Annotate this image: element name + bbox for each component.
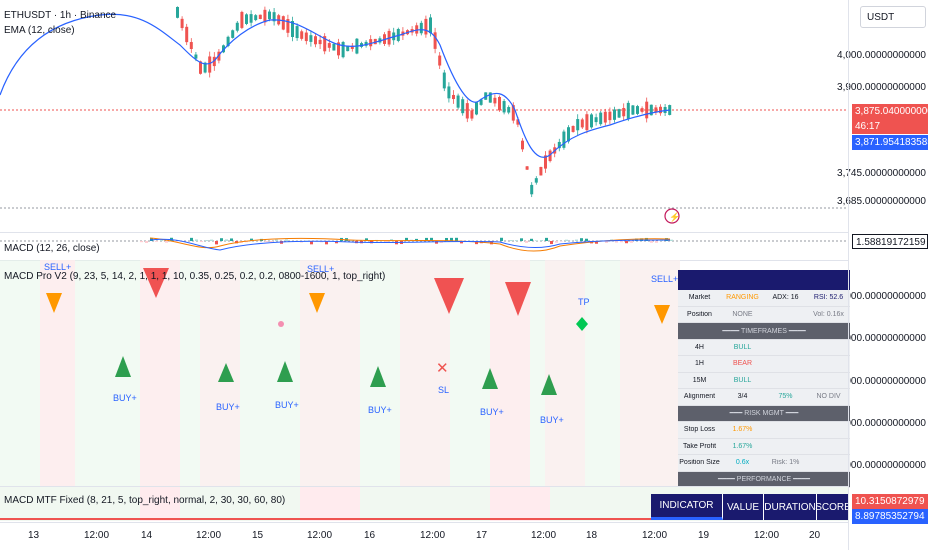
time-axis-label: 12:00 xyxy=(754,530,780,541)
risk-header: ━━━ RISK MGMT ━━━ xyxy=(678,405,850,422)
time-axis-label: 19 xyxy=(698,530,710,541)
buy-label: BUY+ xyxy=(540,415,564,425)
dashboard-header xyxy=(678,270,850,290)
macd-value-tag: 1.58819172159 xyxy=(852,234,928,249)
svg-text:✕: ✕ xyxy=(436,360,449,377)
pro-tick: 3,000.00000000000 xyxy=(837,376,926,387)
buy-label: BUY+ xyxy=(113,393,137,403)
time-axis-label: 12:00 xyxy=(196,530,222,541)
dashboard-row: 15M BULL xyxy=(678,372,850,389)
time-axis-label: 12:00 xyxy=(531,530,557,541)
pro-tick: 2,000.00000000000 xyxy=(837,418,926,429)
buy-label: BUY+ xyxy=(275,400,299,410)
dashboard-row: 1H BEAR xyxy=(678,356,850,373)
sell-label: SELL+ xyxy=(651,274,679,284)
price-axis-border xyxy=(848,0,849,550)
buy-label: BUY+ xyxy=(368,405,392,415)
buy-label: BUY+ xyxy=(216,402,240,412)
time-axis-label: 20 xyxy=(809,530,821,541)
dashboard-table: Market RANGING ADX: 16 RSI: 52.6 Positio… xyxy=(678,290,850,488)
time-axis-label: 18 xyxy=(586,530,598,541)
price-tick: 4,000.00000000000 xyxy=(837,50,926,61)
mtf-header-score: SCORE xyxy=(815,494,851,520)
sell-label: SELL+ xyxy=(307,264,335,274)
time-axis-label: 12:00 xyxy=(84,530,110,541)
mtf-header-duration: DURATION xyxy=(764,494,817,520)
pane-divider[interactable] xyxy=(0,486,848,487)
timeframes-header: ━━━━ TIMEFRAMES ━━━━ xyxy=(678,323,850,340)
mtf-header-indicator: INDICATOR xyxy=(651,494,723,520)
take-profit-label: TP xyxy=(578,297,590,307)
mtf-header-value: VALUE xyxy=(723,494,764,520)
last-price-tag: 3,875.04000000000 xyxy=(852,104,932,119)
ema-legend[interactable]: EMA (12, close) xyxy=(4,25,75,36)
sell-label: SELL+ xyxy=(44,262,72,272)
dashboard-row: Stop Loss 1.67% xyxy=(678,422,850,439)
symbol-title[interactable]: ETHUSDT · 1h · Binance xyxy=(4,10,117,21)
dashboard-row: Market RANGING ADX: 16 RSI: 52.6 xyxy=(678,290,850,307)
time-axis-label: 14 xyxy=(141,530,153,541)
macd-mtf-legend[interactable]: MACD MTF Fixed (8, 21, 5, top_right, nor… xyxy=(4,495,286,506)
pro-tick: 1,000.00000000000 xyxy=(837,460,926,471)
currency-box[interactable]: USDT xyxy=(860,6,926,28)
price-tick: 3,685.00000000000 xyxy=(837,196,926,207)
macd-pro-legend[interactable]: MACD Pro V2 (9, 23, 5, 14, 2, 1, 1, 1, 1… xyxy=(4,271,386,282)
dashboard-row: Position NONE Vol: 0.16x xyxy=(678,306,850,323)
time-axis-label: 12:00 xyxy=(642,530,668,541)
pro-tick: 4,000.00000000000 xyxy=(837,333,926,344)
time-axis-label: 15 xyxy=(252,530,264,541)
pane-divider[interactable] xyxy=(0,232,848,233)
time-axis-label: 12:00 xyxy=(420,530,446,541)
time-axis-label: 12:00 xyxy=(307,530,333,541)
price-tick: 3,900.00000000000 xyxy=(837,82,926,93)
buy-label: BUY+ xyxy=(480,407,504,417)
macd-chart[interactable] xyxy=(0,232,848,256)
pro-tick: 5,000.00000000000 xyxy=(837,291,926,302)
dashboard-row: Position Size 0.6x Risk: 1% xyxy=(678,455,850,472)
dashboard-row: Alignment 3/4 75% NO DIV xyxy=(678,389,850,406)
dashboard-row: 4H BULL xyxy=(678,339,850,356)
mtf-red-tag: 10.3150872979 xyxy=(852,494,928,509)
mtf-blue-tag: 8.89785352794 xyxy=(852,509,928,524)
stop-loss-label: SL xyxy=(438,385,450,395)
time-axis-border xyxy=(0,522,848,523)
ema-value-tag: 3,871.95418358514 xyxy=(852,135,932,150)
dashboard-row: Take Profit 1.67% xyxy=(678,438,850,455)
macd-pro-chart[interactable]: ✕ xyxy=(0,260,848,486)
macd-legend[interactable]: MACD (12, 26, close) xyxy=(4,243,100,254)
price-tick: 3,745.00000000000 xyxy=(837,168,926,179)
price-chart[interactable]: ⚡ xyxy=(0,0,848,232)
svg-text:⚡: ⚡ xyxy=(669,211,680,223)
time-axis-label: 17 xyxy=(476,530,488,541)
time-axis-label: 13 xyxy=(28,530,40,541)
time-axis-label: 16 xyxy=(364,530,376,541)
countdown-tag: 46:17 xyxy=(852,119,928,134)
